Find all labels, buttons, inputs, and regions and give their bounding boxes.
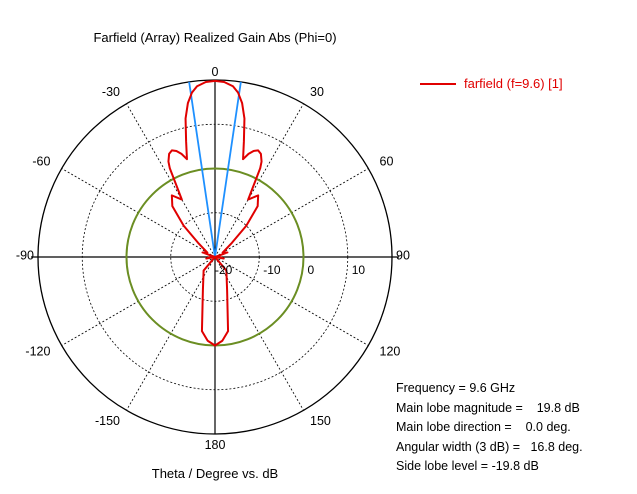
legend: farfield (f=9.6) [1] bbox=[420, 76, 563, 91]
beam-edge-line bbox=[188, 81, 216, 258]
angle-tick-label: -30 bbox=[102, 85, 120, 99]
angle-tick-label: 30 bbox=[310, 85, 324, 99]
radial-tick-label: 0 bbox=[308, 263, 315, 277]
info-value: 0.0 deg. bbox=[515, 420, 571, 434]
info-label: Main lobe magnitude = bbox=[396, 400, 527, 415]
info-label: Frequency = bbox=[396, 381, 470, 395]
angle-tick-label: -60 bbox=[32, 154, 50, 168]
info-row-main-lobe-magnitude: Main lobe magnitude = 19.8 dB bbox=[396, 399, 583, 419]
info-value: 9.6 GHz bbox=[469, 381, 516, 395]
radial-tick-label: -10 bbox=[263, 263, 281, 277]
info-value: 19.8 dB bbox=[526, 400, 580, 415]
radial-tick-label: 10 bbox=[352, 263, 366, 277]
angle-tick-label: 60 bbox=[380, 154, 394, 168]
info-row-frequency: Frequency = 9.6 GHz bbox=[396, 379, 583, 399]
angle-tick-label: 90 bbox=[396, 248, 410, 262]
legend-swatch bbox=[420, 82, 456, 85]
angle-tick-label: 120 bbox=[380, 344, 401, 358]
radial-tick-label: -20 bbox=[215, 263, 233, 277]
info-label: Side lobe level = bbox=[396, 459, 492, 473]
beam-edge-line bbox=[214, 81, 242, 258]
chart-xlabel: Theta / Degree vs. dB bbox=[151, 466, 279, 481]
angle-tick-label: 150 bbox=[310, 414, 331, 428]
info-label: Main lobe direction = bbox=[396, 420, 516, 434]
series-line bbox=[167, 79, 263, 347]
angle-tick-label: 0 bbox=[212, 65, 219, 79]
chart-title: Farfield (Array) Realized Gain Abs (Phi=… bbox=[93, 30, 337, 45]
info-panel: Frequency = 9.6 GHz Main lobe magnitude … bbox=[396, 379, 583, 477]
info-label: Angular width (3 dB) = bbox=[396, 439, 524, 454]
info-row-angular-width: Angular width (3 dB) = 16.8 deg. bbox=[396, 438, 583, 458]
legend-label: farfield (f=9.6) [1] bbox=[464, 76, 563, 91]
info-value: 16.8 deg. bbox=[523, 439, 583, 454]
angle-tick-label: -120 bbox=[25, 344, 50, 358]
info-row-main-lobe-direction: Main lobe direction = 0.0 deg. bbox=[396, 418, 583, 438]
angle-tick-label: 180 bbox=[205, 438, 226, 452]
angle-tick-label: -90 bbox=[16, 248, 34, 262]
info-value: -19.8 dB bbox=[491, 459, 539, 473]
angle-tick-label: -150 bbox=[95, 414, 120, 428]
info-row-side-lobe-level: Side lobe level = -19.8 dB bbox=[396, 457, 583, 477]
